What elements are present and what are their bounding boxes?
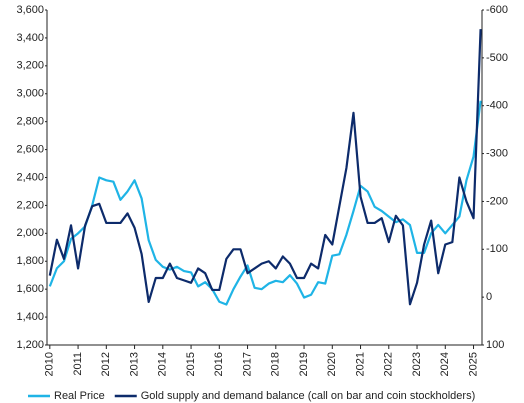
y-tick-label: 2,200: [16, 199, 44, 211]
y-tick-label: 3,200: [16, 60, 44, 72]
x-tick-label: 2019: [298, 352, 310, 376]
y2-tick-label: -200: [486, 195, 508, 207]
x-tick-label: 2011: [72, 352, 84, 376]
y-tick-label: 2,400: [16, 171, 44, 183]
y2-tick-label: -600: [486, 4, 508, 16]
y-tick-label: 1,200: [16, 339, 44, 351]
x-tick-label: 2024: [439, 352, 451, 376]
y-tick-label: 3,400: [16, 32, 44, 44]
y-tick-label: 1,800: [16, 255, 44, 267]
y-tick-label: 2,800: [16, 116, 44, 128]
x-tick-label: 2016: [213, 352, 225, 376]
x-tick-label: 2014: [157, 352, 169, 376]
y2-tick-label: 100: [486, 339, 504, 351]
x-tick-label: 2025: [467, 352, 479, 376]
series-line: [48, 29, 482, 306]
y2-tick-label: -100: [486, 243, 508, 255]
y-tick-label: 1,400: [16, 311, 44, 323]
series-line: [48, 100, 482, 306]
y2-tick-label: -400: [486, 100, 508, 112]
x-tick-label: 2012: [100, 352, 112, 376]
x-tick-label: 2022: [383, 352, 395, 376]
y2-tick-label: -500: [486, 52, 508, 64]
y2-tick-label: 0: [486, 291, 492, 303]
y-tick-label: 3,600: [16, 4, 44, 16]
x-tick-label: 2010: [44, 352, 56, 376]
y-tick-label: 1,600: [16, 283, 44, 295]
legend: Real Price Gold supply and demand balance…: [28, 390, 475, 402]
legend-label: Gold supply and demand balance (call on …: [141, 390, 475, 402]
x-tick-label: 2017: [241, 352, 253, 376]
x-tick-label: 2020: [326, 352, 338, 376]
x-tick-label: 2015: [185, 352, 197, 376]
x-tick-label: 2023: [411, 352, 423, 376]
y-tick-label: 2,000: [16, 227, 44, 239]
y-tick-label: 3,000: [16, 88, 44, 100]
y2-tick-label: -300: [486, 147, 508, 159]
x-tick-label: 2021: [354, 352, 366, 376]
x-tick-label: 2013: [128, 352, 140, 376]
y-tick-label: 2,600: [16, 143, 44, 155]
x-tick-label: 2018: [270, 352, 282, 376]
legend-label: Real Price: [54, 390, 105, 402]
